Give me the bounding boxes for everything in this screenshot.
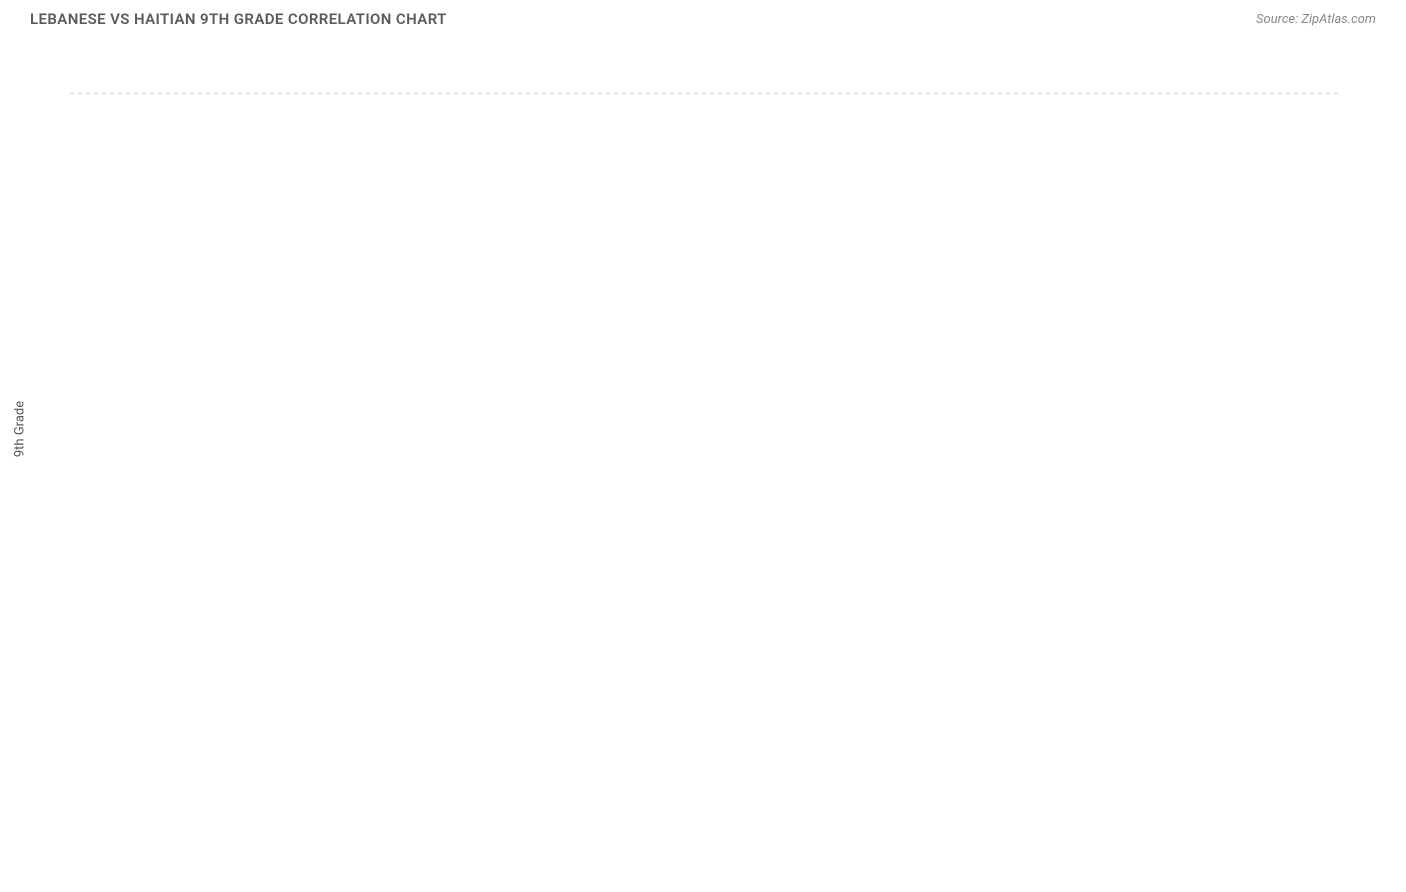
y-axis-label: 9th Grade bbox=[13, 401, 28, 457]
correlation-scatter-chart bbox=[60, 34, 1350, 824]
chart-title: LEBANESE VS HAITIAN 9TH GRADE CORRELATIO… bbox=[30, 10, 447, 28]
source-label: Source: ZipAtlas.com bbox=[1256, 12, 1376, 27]
